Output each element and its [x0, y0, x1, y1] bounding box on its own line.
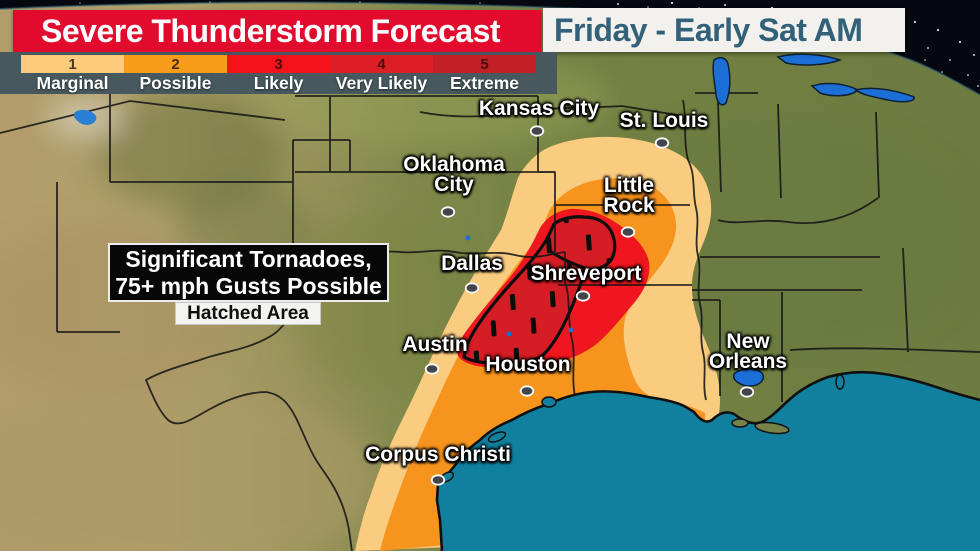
city-dot-austin [424, 363, 440, 375]
city-label-dallas: Dallas [441, 252, 503, 275]
legend-swatch-2: 2 [124, 55, 227, 73]
title-banner: Severe Thunderstorm Forecast [13, 10, 541, 52]
city-dot-little-rock [620, 226, 636, 238]
city-label-shreveport: Shreveport [530, 262, 642, 285]
city-dot-oklahoma-city [440, 206, 456, 218]
annotation-box: Significant Tornadoes, 75+ mph Gusts Pos… [108, 243, 389, 302]
city-label-austin: Austin [402, 333, 468, 356]
small-lakes [73, 109, 764, 387]
city-label-kansas-city: Kansas City [478, 97, 600, 120]
timeframe-banner: Friday - Early Sat AM [543, 8, 905, 52]
legend-swatch-3: 3 [227, 55, 330, 73]
legend-label-very-likely: Very Likely [335, 73, 428, 93]
city-dot-shreveport [575, 290, 591, 302]
legend-label-marginal: Marginal [36, 73, 109, 93]
great-lakes [712, 53, 915, 106]
hatched-area-pattern [462, 215, 617, 367]
legend-swatch-4: 4 [330, 55, 433, 73]
coastal-bays [439, 374, 845, 483]
lake-pontchartrain [732, 368, 764, 387]
city-label-new-orleans: New Orleans [708, 330, 788, 373]
city-dot-st-louis [654, 137, 670, 149]
city-label-oklahoma-city: Oklahoma City [403, 153, 505, 196]
hatched-area-tag: Hatched Area [175, 302, 321, 325]
legend-swatches: 1 2 3 4 5 [21, 55, 536, 73]
city-label-houston: Houston [485, 353, 571, 376]
city-dot-kansas-city [529, 125, 545, 137]
city-label-little-rock: Little Rock [603, 174, 655, 217]
city-dot-corpus-christi [430, 474, 446, 486]
city-dot-dallas [464, 282, 480, 294]
legend-label-likely: Likely [253, 73, 304, 93]
annotation-line2: 75+ mph Gusts Possible [115, 272, 382, 299]
legend-swatch-5: 5 [433, 55, 536, 73]
annotation-line1: Significant Tornadoes, [125, 245, 372, 272]
city-dots [424, 125, 755, 486]
legend-labels: Marginal Possible Likely Very Likely Ext… [21, 73, 536, 94]
coastline [435, 371, 980, 551]
city-dot-new-orleans [739, 386, 755, 398]
legend-bar: 1 2 3 4 5 Marginal Possible Likely Very … [0, 52, 557, 94]
legend-label-extreme: Extreme [449, 73, 520, 93]
legend-swatch-1: 1 [21, 55, 124, 73]
great-salt-lake [73, 109, 97, 125]
city-label-corpus-christi: Corpus Christi [365, 443, 511, 466]
gulf-of-mexico [437, 372, 980, 551]
city-dot-houston [519, 385, 535, 397]
legend-label-possible: Possible [139, 73, 212, 93]
city-label-st-louis: St. Louis [619, 109, 709, 132]
